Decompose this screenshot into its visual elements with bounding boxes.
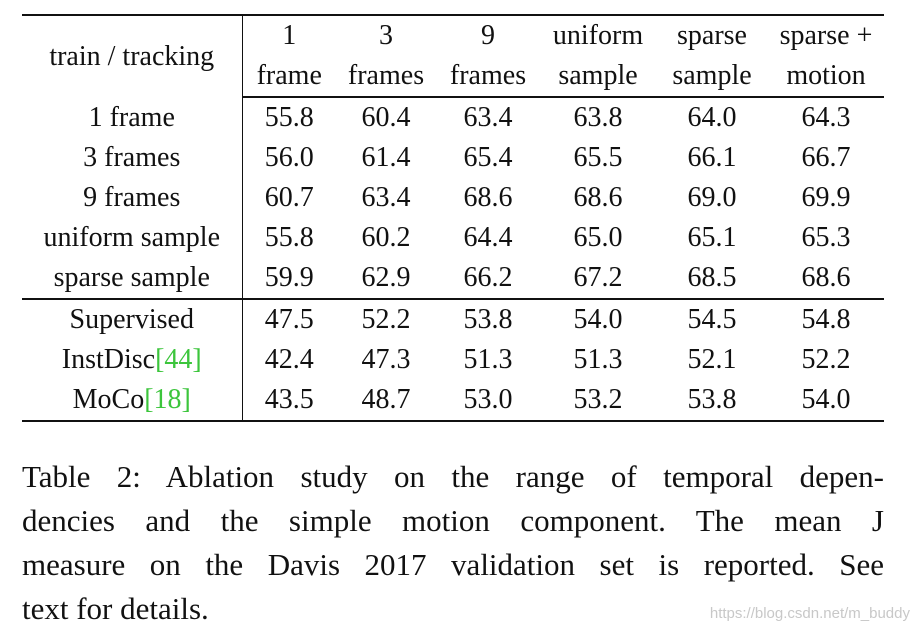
row-label: sparse sample	[22, 258, 243, 300]
row-label: 9 frames	[22, 178, 243, 218]
row-label-text: 1 frame	[88, 101, 175, 133]
table-cell: 69.9	[801, 182, 851, 213]
column-header: sample	[540, 56, 656, 98]
table-cell: 69.0	[687, 182, 737, 213]
table-cell: 63.4	[463, 102, 513, 133]
table-cell: 65.1	[687, 222, 737, 253]
row-label-text: 9 frames	[83, 182, 181, 213]
table-row: uniform sample 55.8 60.2 64.4 65.0 65.1 65.3	[22, 218, 884, 258]
table-cell: 47.3	[361, 344, 411, 375]
watermark: https://blog.csdn.net/m_buddy	[709, 605, 910, 622]
column-header: sample	[656, 56, 768, 98]
table-cell: 64.0	[687, 102, 737, 133]
column-header: sparse	[656, 14, 768, 56]
table-cell: 65.5	[573, 142, 623, 173]
table-cell: 55.8	[264, 222, 314, 253]
table-cell: 48.7	[336, 380, 436, 422]
row-label-text: sparse sample	[53, 262, 210, 293]
table-row: Supervised 47.5 52.2 53.8 54.0 54.5 54.8	[22, 299, 884, 340]
caption-line: measure on the Davis 2017 validation set…	[22, 547, 884, 582]
table-cell: 63.4	[361, 182, 411, 213]
table-cell: 52.2	[801, 344, 851, 375]
row-label: 1 frame	[22, 97, 243, 138]
table-cell: 66.7	[801, 142, 851, 173]
ablation-table-container: train / tracking 1 3 9 uniform sparse sp…	[22, 14, 884, 422]
table-cell: 61.4	[361, 142, 411, 173]
row-label-text: 3 frames	[83, 142, 181, 173]
table-cell: 67.2	[540, 258, 656, 300]
column-header: frames	[436, 56, 540, 98]
table-caption: Table 2: Ablation study on the range of …	[22, 455, 884, 631]
citation-link[interactable]: [44]	[155, 344, 202, 375]
table-group-baselines: Supervised 47.5 52.2 53.8 54.0 54.5 54.8 InstDi…	[22, 299, 884, 422]
table-row: 9 frames 60.7 63.4 68.6 68.6 69.0 69.9	[22, 178, 884, 218]
table-cell: 54.0	[573, 304, 623, 335]
table-cell: 47.5	[264, 304, 314, 335]
table-cell: 68.6	[573, 182, 623, 213]
table-cell: 52.1	[687, 344, 737, 375]
column-header: 1	[242, 14, 336, 56]
caption-line: dencies and the simple motion component.…	[22, 503, 884, 538]
caption-line: text for details.	[22, 591, 209, 626]
table-cell: 51.3	[463, 344, 513, 375]
table-row: InstDisc[44] 42.4 47.3 51.3 51.3 52.1 52.2	[22, 340, 884, 380]
table-cell: 65.4	[463, 142, 513, 173]
table-cell: 68.6	[463, 182, 513, 213]
table-row: 1 frame 55.8 60.4 63.4 63.8 64.0 64.3	[22, 97, 884, 138]
table-cell: 43.5	[242, 380, 336, 422]
table-cell: 53.0	[436, 380, 540, 422]
table-cell: 66.1	[687, 142, 737, 173]
table-cell: 54.5	[687, 304, 737, 335]
row-label: Supervised	[22, 299, 243, 340]
caption-line: Table 2: Ablation study on the range of …	[22, 459, 884, 494]
table-cell: 53.8	[656, 380, 768, 422]
table-cell: 42.4	[264, 344, 314, 375]
table-cell: 54.0	[768, 380, 884, 422]
table-row: 3 frames 56.0 61.4 65.4 65.5 66.1 66.7	[22, 138, 884, 178]
citation-link[interactable]: [18]	[144, 384, 191, 415]
table-cell: 53.2	[540, 380, 656, 422]
table-cell: 60.4	[361, 102, 411, 133]
row-label-text: Supervised	[69, 304, 194, 335]
table-row: sparse sample 59.9 62.9 66.2 67.2 68.5 68.6	[22, 258, 884, 300]
row-label: InstDisc[44]	[22, 340, 243, 380]
corner-header: train / tracking	[22, 14, 243, 97]
table-cell: 66.2	[436, 258, 540, 300]
table-cell: 55.8	[264, 102, 314, 133]
table-group-self-supervised: 1 frame 55.8 60.4 63.4 63.8 64.0 64.3 3 frames 5…	[22, 97, 884, 300]
ablation-table: train / tracking 1 3 9 uniform sparse sp…	[22, 14, 884, 422]
table-cell: 68.5	[656, 258, 768, 300]
column-header: frames	[336, 56, 436, 98]
column-header: frame	[242, 56, 336, 98]
table-cell: 53.8	[463, 304, 513, 335]
table-row: MoCo[18] 43.5 48.7 53.0 53.2 53.8 54.0	[22, 380, 884, 422]
row-label: uniform sample	[22, 218, 243, 258]
table-cell: 64.3	[801, 102, 851, 133]
row-label: 3 frames	[22, 138, 243, 178]
table-cell: 59.9	[242, 258, 336, 300]
table-cell: 63.8	[573, 102, 623, 133]
table-cell: 60.7	[264, 182, 314, 213]
table-header: train / tracking 1 3 9 uniform sparse sp…	[22, 14, 884, 98]
column-header: motion	[768, 56, 884, 98]
table-cell: 54.8	[801, 304, 851, 335]
row-label-text: uniform sample	[43, 222, 221, 253]
table-cell: 56.0	[264, 142, 314, 173]
table-cell: 65.3	[801, 222, 851, 253]
table-cell: 64.4	[463, 222, 513, 253]
column-header: sparse +	[768, 14, 884, 56]
table-cell: 52.2	[361, 304, 411, 335]
column-header: 3	[336, 14, 436, 56]
table-cell: 62.9	[336, 258, 436, 300]
column-header: uniform	[540, 14, 656, 56]
row-label-text: MoCo	[72, 384, 145, 415]
table-cell: 51.3	[573, 344, 623, 375]
row-label: MoCo[18]	[22, 380, 243, 422]
column-header: 9	[436, 14, 540, 56]
table-cell: 60.2	[361, 222, 411, 253]
row-label-text: InstDisc	[61, 344, 156, 375]
table-cell: 68.6	[768, 258, 884, 300]
table-cell: 65.0	[573, 222, 623, 253]
